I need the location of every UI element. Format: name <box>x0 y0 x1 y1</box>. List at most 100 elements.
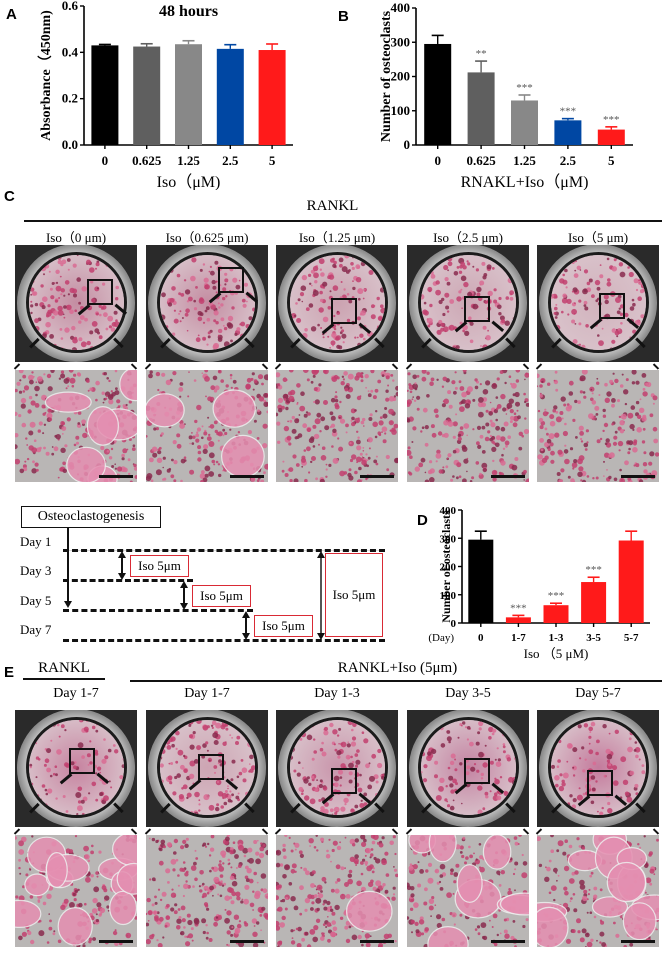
chart-absorbance: 0.0 0.2 0.4 0.6 0 0.625 1.25 2.5 5 Absorbance（450… <box>0 0 330 191</box>
well-plate <box>157 252 258 353</box>
svg-text:0.0: 0.0 <box>62 137 78 152</box>
condition-label-e-4: Day 5-7 <box>575 686 621 701</box>
well-plate <box>26 717 127 818</box>
zoom-region-box <box>587 770 613 796</box>
scale-bar <box>491 940 525 943</box>
well-stain-dots <box>290 720 385 815</box>
svg-text:2.5: 2.5 <box>222 153 239 168</box>
dashed-line-day5 <box>63 609 253 612</box>
zoom-guide-corner <box>535 828 543 835</box>
svg-text:***: *** <box>603 114 620 126</box>
well-overview-image <box>15 245 137 362</box>
scale-bar <box>230 940 264 943</box>
svg-text:400: 400 <box>440 505 457 517</box>
condition-label-e-1: Day 1-7 <box>184 686 230 701</box>
arrow-up-icon <box>180 581 188 588</box>
zoom-guide-corner <box>391 363 399 370</box>
well-plate <box>548 252 649 353</box>
svg-text:0.625: 0.625 <box>132 153 162 168</box>
svg-text:400: 400 <box>391 0 411 15</box>
zoom-guide-corner <box>652 828 660 835</box>
zoom-guide-corner <box>405 828 413 835</box>
dashed-line-day7 <box>63 639 385 642</box>
treatment-box-day1-3: Iso 5μm <box>130 555 189 577</box>
svg-text:2.5: 2.5 <box>560 153 577 168</box>
zoom-guide-corner <box>261 363 269 370</box>
svg-text:48 hours: 48 hours <box>159 3 218 20</box>
zoom-guide-corner <box>274 363 282 370</box>
zoom-region-box <box>464 758 490 784</box>
arrow-down-icon <box>317 633 325 640</box>
svg-text:0.4: 0.4 <box>62 44 79 59</box>
condition-label-e-2: Day 1-3 <box>314 686 360 701</box>
condition-label-c-0: Iso（0 μm) <box>45 230 107 245</box>
svg-text:3-5: 3-5 <box>586 632 601 644</box>
timeline-axis <box>67 528 69 604</box>
zoom-guide-corner <box>391 828 399 835</box>
day-label-7: Day 7 <box>20 622 52 637</box>
svg-text:Iso（μM): Iso（μM) <box>157 173 221 190</box>
zoom-guide-corner <box>522 828 530 835</box>
scale-bar <box>360 475 394 478</box>
svg-text:***: *** <box>548 590 565 602</box>
condition-label-c-4: Iso（5 μm) <box>567 230 629 245</box>
svg-text:0.2: 0.2 <box>62 91 78 106</box>
well-stain-dots <box>160 255 255 350</box>
zoom-guide-corner <box>144 363 152 370</box>
svg-text:Number of osteoclasts: Number of osteoclasts <box>379 10 394 142</box>
svg-text:200: 200 <box>440 562 457 574</box>
panel-c-group-line <box>24 220 662 222</box>
svg-text:0.625: 0.625 <box>466 153 496 168</box>
well-plate <box>287 252 388 353</box>
svg-text:RNAKL+Iso（μM): RNAKL+Iso（μM) <box>461 173 589 190</box>
arrow-down-icon <box>118 573 126 580</box>
condition-label-e-3: Day 3-5 <box>445 686 491 701</box>
scale-bar <box>99 940 133 943</box>
magnified-trap-stain-image <box>537 370 659 482</box>
well-plate <box>287 717 388 818</box>
zoom-guide-corner <box>13 828 21 835</box>
magnified-trap-stain-image <box>15 835 137 947</box>
zoom-guide-corner <box>13 363 21 370</box>
svg-text:0: 0 <box>102 153 109 168</box>
svg-text:Absorbance（450nm): Absorbance（450nm) <box>38 10 54 141</box>
span-line <box>183 586 185 605</box>
well-plate <box>548 717 649 818</box>
magnified-trap-stain-image <box>537 835 659 947</box>
chart-osteoclast-count-dose: 0 100 200 300 400 0 0.625 ** 1.25 *** 2.5 *** 5 *** Nu… <box>330 0 665 191</box>
zoom-region-box <box>218 267 244 293</box>
treatment-box-day1-7: Iso 5μm <box>325 553 383 637</box>
panel-letter-d: D <box>417 512 428 529</box>
panel-letter-b: B <box>338 8 349 25</box>
span-line <box>121 556 123 575</box>
svg-text:300: 300 <box>440 533 457 545</box>
zoom-region-box <box>69 748 95 774</box>
panel-e-control-line <box>23 678 105 680</box>
span-line <box>245 616 247 635</box>
zoom-guide-corner <box>261 828 269 835</box>
arrow-down-icon <box>180 603 188 610</box>
span-line <box>320 556 322 635</box>
zoom-guide-corner <box>144 828 152 835</box>
panel-letter-e: E <box>4 664 15 681</box>
magnified-trap-stain-image <box>407 370 529 482</box>
svg-text:Iso （5 μM): Iso （5 μM) <box>524 646 589 661</box>
scale-bar <box>621 940 655 943</box>
svg-text:1.25: 1.25 <box>177 153 200 168</box>
magnified-trap-stain-image <box>15 370 137 482</box>
zoom-region-box <box>464 296 490 322</box>
svg-text:***: *** <box>560 106 577 118</box>
well-overview-image <box>146 245 268 362</box>
well-overview-image <box>537 710 659 827</box>
day-label-1: Day 1 <box>20 534 52 549</box>
arrow-up-icon <box>317 551 325 558</box>
well-overview-image <box>146 710 268 827</box>
timeline-title-box: Osteoclastogenesis <box>21 506 161 528</box>
condition-label-e-0: Day 1-7 <box>53 686 99 701</box>
arrow-down-icon <box>242 633 250 640</box>
svg-text:100: 100 <box>391 103 411 118</box>
scale-bar <box>360 940 394 943</box>
magnified-trap-stain-image <box>276 835 398 947</box>
svg-text:1-7: 1-7 <box>511 632 526 644</box>
zoom-region-box <box>599 293 625 319</box>
